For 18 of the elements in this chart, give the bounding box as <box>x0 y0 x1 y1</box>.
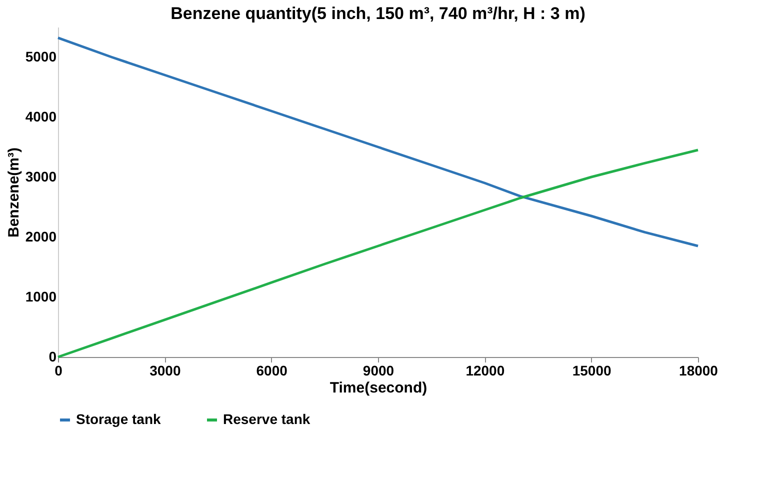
legend-label: Reserve tank <box>223 411 310 427</box>
x-axis-title: Time(second) <box>330 380 428 396</box>
chart-title: Benzene quantity(5 inch, 150 m³, 740 m³/hr, H : 3 m) <box>170 4 586 23</box>
y-tick-label: 5000 <box>25 48 57 64</box>
legend-label: Storage tank <box>76 411 162 427</box>
line-series <box>56 36 700 248</box>
y-tick-label: 1000 <box>25 288 57 304</box>
y-tick-label: 2000 <box>25 228 57 244</box>
y-tick-label: 0 <box>48 348 57 364</box>
y-tick-label: 4000 <box>25 108 57 124</box>
x-tick-label: 9000 <box>362 362 394 378</box>
x-tick-label: 15000 <box>572 362 612 378</box>
x-tick-label: 12000 <box>466 362 505 378</box>
x-tick-label: 3000 <box>150 362 181 378</box>
y-tick-label: 3000 <box>25 168 57 184</box>
y-axis-title: Benzene(m³) <box>5 147 22 238</box>
x-tick-label: 18000 <box>679 362 718 378</box>
x-tick-label: 6000 <box>256 362 288 378</box>
